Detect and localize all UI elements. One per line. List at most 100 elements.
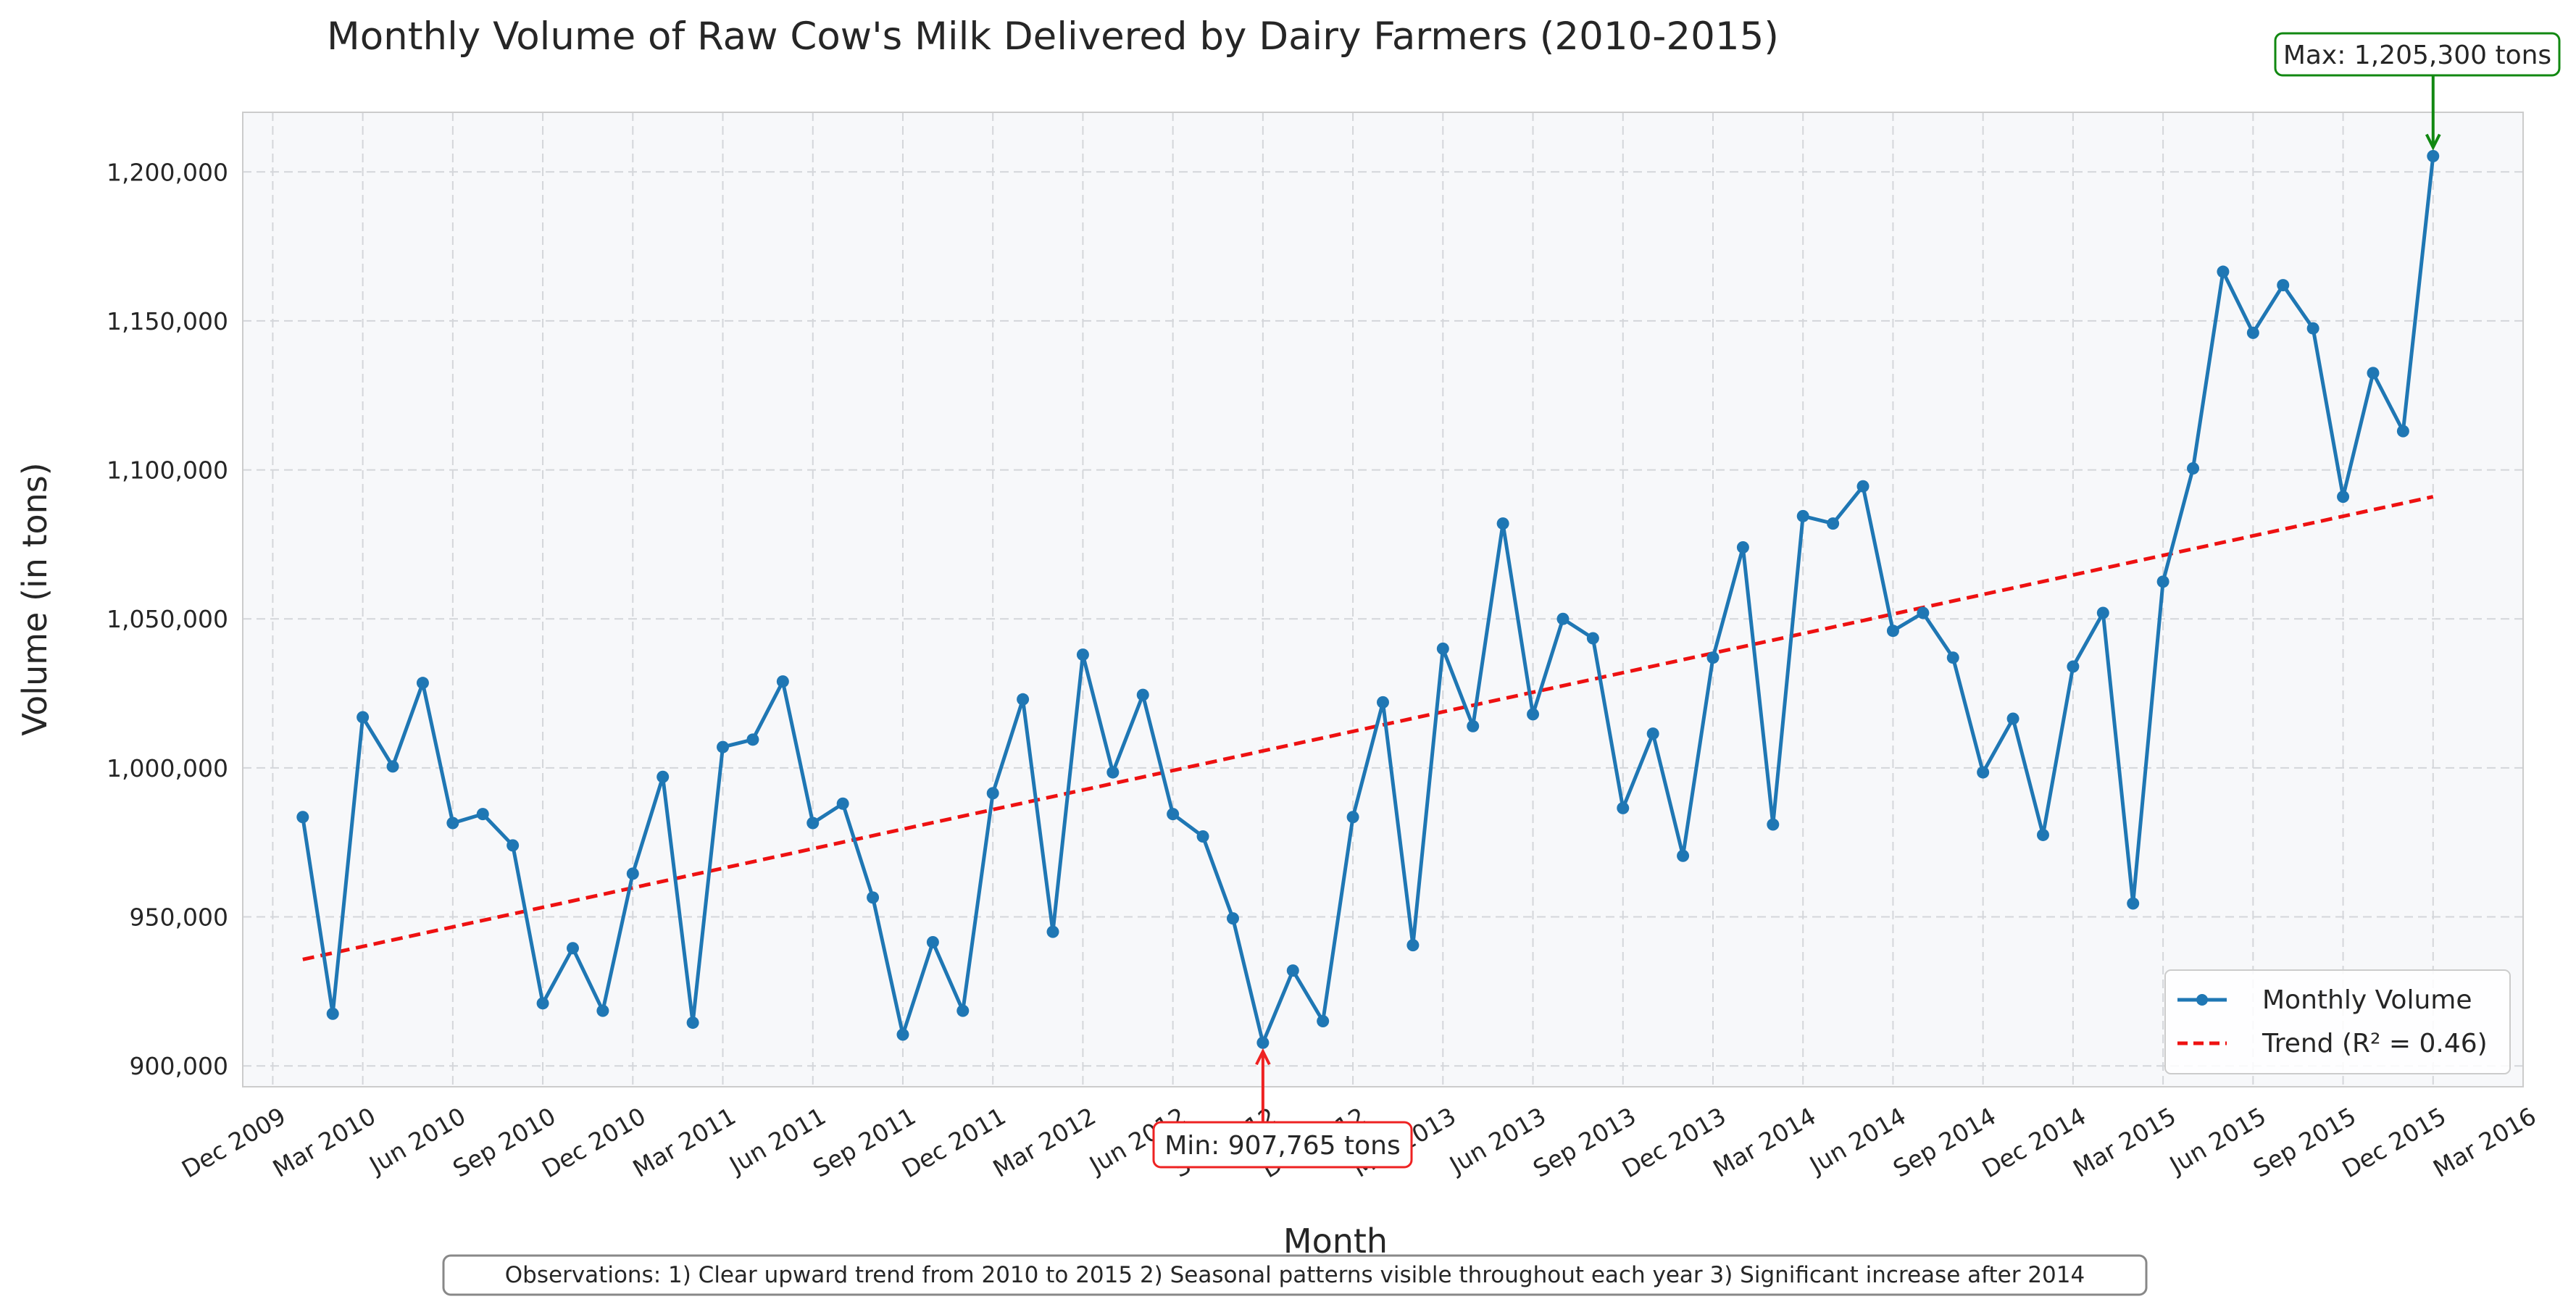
data-point [1286, 964, 1299, 977]
trend-line-group [302, 495, 2434, 961]
data-point [956, 1004, 970, 1017]
data-point [1856, 480, 1870, 493]
data-point [1646, 727, 1659, 740]
observations-box: Observations: 1) Clear upward trend from… [442, 1254, 2148, 1296]
data-point [416, 677, 429, 690]
x-tick-label: Mar 2011 [628, 1102, 741, 1183]
data-point [357, 711, 370, 724]
data-point [1677, 849, 1690, 862]
data-point [1017, 693, 1030, 706]
max-label: Max: 1,205,300 tons [2283, 41, 2551, 70]
legend-label-monthly-volume: Monthly Volume [2262, 985, 2472, 1015]
data-point [386, 760, 399, 773]
legend-label-trend: Trend (R² = 0.46) [2262, 1029, 2488, 1058]
min-arrow-head [1255, 1048, 1271, 1066]
y-axis-ticks: 900,000 950,000 1,000,000 1,050,000 1,100,00… [107, 158, 228, 1080]
data-point [2306, 322, 2319, 335]
data-point [1136, 688, 1149, 701]
data-point [2396, 425, 2409, 438]
data-point [1946, 651, 1959, 664]
data-point [2217, 265, 2230, 278]
x-tick-label: Dec 2013 [1617, 1102, 1731, 1184]
y-tick-label: 1,100,000 [107, 456, 228, 485]
plot-area [243, 112, 2523, 1087]
data-point [656, 770, 670, 783]
data-point [1586, 632, 1599, 645]
data-point [296, 811, 309, 824]
data-point [776, 675, 789, 688]
data-point [746, 733, 759, 746]
data-point [596, 1004, 609, 1017]
plot-frame [242, 112, 2524, 1087]
y-axis-title: Volume (in tons) [15, 462, 54, 735]
legend-frame [2164, 969, 2511, 1074]
data-point [806, 817, 820, 830]
data-point [1436, 642, 1449, 655]
data-point [867, 891, 880, 904]
data-point [1977, 766, 1990, 779]
data-point [2067, 660, 2080, 673]
data-point [2127, 897, 2140, 910]
y-tick-label: 1,050,000 [107, 605, 228, 633]
data-point [1226, 912, 1239, 925]
data-point [896, 1028, 909, 1041]
data-point [507, 839, 520, 852]
grid-lines [243, 112, 2524, 1087]
min-label-box [1152, 1121, 1413, 1169]
x-tick-label: Dec 2011 [897, 1102, 1011, 1184]
data-point [1106, 766, 1120, 779]
data-point [2277, 279, 2290, 292]
data-point [926, 936, 939, 949]
data-point [1046, 925, 1059, 938]
data-point [1196, 830, 1209, 843]
x-tick-label: Mar 2010 [268, 1102, 380, 1183]
chart-title: Monthly Volume of Raw Cow's Milk Deliver… [327, 14, 1779, 59]
data-point [2096, 606, 2109, 619]
data-points [296, 149, 2440, 1049]
legend: Monthly Volume Trend (R² = 0.46) [2164, 969, 2511, 1074]
data-point [986, 787, 999, 800]
data-point [2367, 367, 2380, 380]
max-arrow-head [2425, 133, 2441, 151]
data-point [1467, 719, 1480, 732]
data-point [566, 942, 579, 955]
data-point [446, 817, 459, 830]
data-point [326, 1007, 339, 1020]
data-point [1706, 651, 1720, 664]
x-tick-label: Mar 2014 [1708, 1102, 1820, 1183]
data-point [717, 740, 730, 753]
y-tick-label: 950,000 [130, 903, 228, 932]
y-tick-label: 1,000,000 [107, 754, 228, 782]
x-tick-label: Dec 2010 [537, 1102, 651, 1184]
data-point [2246, 326, 2259, 339]
data-point [1796, 509, 1809, 522]
series-line-monthly-volume [301, 156, 2435, 1045]
data-point [686, 1016, 699, 1030]
x-tick-label: Mar 2016 [2428, 1102, 2540, 1183]
data-point [1886, 625, 1899, 638]
data-point [1076, 648, 1089, 661]
data-point [1767, 818, 1780, 831]
y-tick-label: 900,000 [130, 1052, 228, 1080]
data-point [1527, 708, 1540, 721]
data-point [1317, 1015, 1330, 1028]
observations-frame [442, 1254, 2148, 1296]
data-point [1167, 808, 1180, 821]
data-point [2337, 490, 2350, 504]
data-point [2156, 575, 2169, 588]
x-tick-label: Dec 2014 [1977, 1102, 2091, 1184]
data-point [626, 867, 639, 880]
max-annotation: Max: 1,205,300 tons [2274, 32, 2561, 151]
x-tick-label: Mar 2015 [2068, 1102, 2180, 1183]
trend-line [302, 495, 2434, 961]
x-tick-label: Dec 2009 [177, 1102, 291, 1184]
data-point [1377, 696, 1389, 709]
data-point [1256, 1036, 1270, 1049]
min-annotation: Min: 907,765 tons [1152, 1048, 1413, 1169]
data-point [476, 808, 489, 821]
data-point [1346, 811, 1359, 824]
series-line-group [301, 156, 2435, 1045]
data-point [1736, 541, 1749, 554]
data-point [1827, 517, 1840, 530]
